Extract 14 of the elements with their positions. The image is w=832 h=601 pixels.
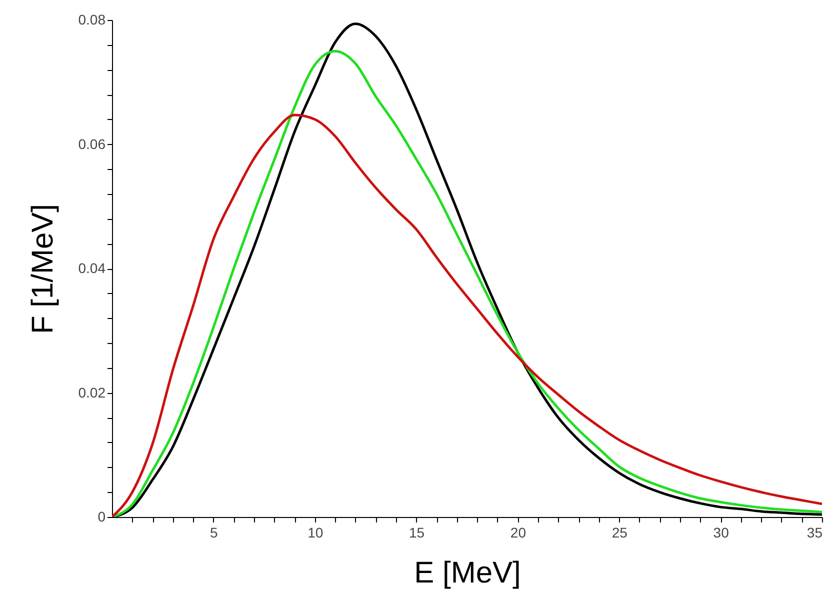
x-tick-label: 15	[408, 524, 425, 540]
x-tick-label: 5	[210, 524, 218, 540]
x-tick-label: 25	[612, 524, 628, 540]
y-tick-label: 0.04	[78, 260, 106, 276]
y-tick-label: 0.06	[78, 136, 106, 152]
y-tick-label: 0	[98, 508, 106, 524]
x-tick-label: 10	[308, 524, 324, 540]
y-axis-title: F [1/MeV]	[26, 204, 60, 334]
x-tick-label: 20	[510, 524, 526, 540]
x-tick-label: 35	[806, 524, 823, 540]
y-tick-label: 0.08	[78, 12, 106, 28]
x-tick-label: 30	[713, 524, 730, 540]
y-tick-label: 0.02	[78, 384, 106, 400]
x-axis-title: E [MeV]	[414, 556, 521, 590]
